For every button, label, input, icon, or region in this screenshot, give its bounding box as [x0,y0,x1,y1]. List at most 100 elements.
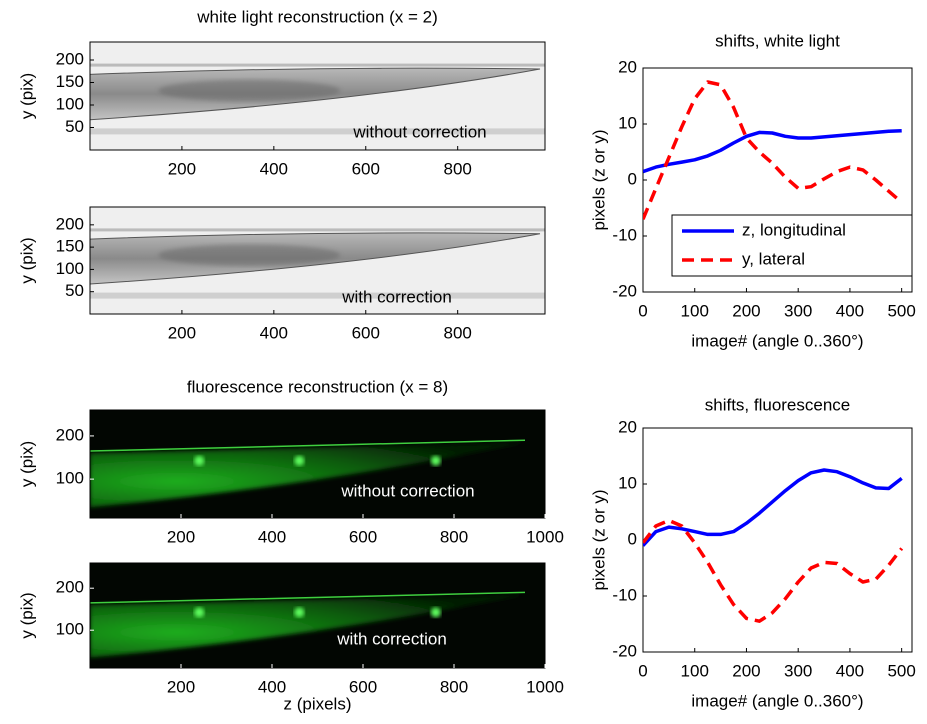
spot [294,455,305,466]
image [90,207,545,314]
y-tick-label: 10 [618,473,637,492]
line-series [643,128,902,174]
x-tick-label: 200 [168,159,196,178]
x-tick-label: 600 [349,677,377,696]
x-tick-label: 0 [638,661,647,680]
capillary-line [90,292,545,299]
image [90,42,545,150]
spot [294,607,305,618]
chart-title: shifts, white light [715,31,840,50]
y-tick-label: -20 [612,641,637,660]
y-tick-label: 200 [56,425,84,444]
x-tick-label: 600 [349,527,377,546]
worm-gut [158,79,341,102]
x-tick-label: 400 [258,677,286,696]
image [90,410,545,518]
axes-box [89,206,546,315]
axes-box [89,409,546,519]
worm-gut [158,244,341,266]
x-tick-label: 300 [784,301,812,320]
spot [430,607,441,618]
x-tick-label: 500 [887,661,915,680]
chart-title: shifts, fluorescence [705,395,851,414]
y-axis-label: y (pix) [17,73,36,119]
y-tick-label: 100 [56,259,84,278]
plot-area [643,468,904,623]
x-tick-label: 200 [732,301,760,320]
chart-title: fluorescence reconstruction (x = 8) [187,377,448,396]
capillary-line [90,591,526,604]
annotation: with correction [336,629,447,648]
line-series [643,80,903,220]
y-axis-label: y (pix) [17,237,36,283]
x-tick-label: 800 [443,159,471,178]
x-tick-label: 600 [352,323,380,342]
axes-box [89,562,546,669]
x-tick-label: 800 [440,677,468,696]
capillary-line [90,439,526,452]
x-tick-label: 300 [784,661,812,680]
legend-label: y, lateral [742,249,805,268]
y-tick-label: 150 [56,237,84,256]
y-tick-label: 0 [628,169,637,188]
x-tick-label: 0 [638,301,647,320]
x-tick-label: 1000 [526,527,564,546]
x-tick-label: 200 [167,677,195,696]
y-tick-label: 10 [618,113,637,132]
image [90,563,545,668]
annotation: without correction [352,122,486,141]
y-tick-label: -20 [612,281,637,300]
x-tick-label: 200 [168,323,196,342]
x-tick-label: 100 [681,301,709,320]
x-tick-label: 400 [836,661,864,680]
chart-title: white light reconstruction (x = 2) [196,7,437,26]
x-tick-label: 400 [258,527,286,546]
x-tick-label: 200 [167,527,195,546]
x-tick-label: 400 [260,323,288,342]
y-tick-label: 200 [56,578,84,597]
annotation: without correction [340,481,474,500]
y-axis-label: y (pix) [17,592,36,638]
x-tick-label: 600 [352,159,380,178]
capillary-line [90,228,545,232]
y-tick-label: 20 [618,417,637,436]
x-tick-label: 800 [440,527,468,546]
y-tick-label: 50 [65,117,84,136]
y-axis-label: y (pix) [17,441,36,487]
capillary-line [90,63,545,67]
plot-area [643,80,903,220]
x-tick-label: 800 [443,323,471,342]
axes-box [89,41,546,151]
x-tick-label: 100 [681,661,709,680]
y-axis-label: pixels (z or y) [589,129,608,230]
x-axis-label: image# (angle 0..360°) [691,331,863,350]
y-tick-label: 20 [618,57,637,76]
annotation: with correction [341,287,452,306]
line-series [643,518,904,623]
x-tick-label: 500 [887,301,915,320]
spot [430,455,441,466]
spot [194,607,205,618]
y-tick-label: 200 [56,49,84,68]
y-tick-label: 50 [65,281,84,300]
axes-box [642,427,913,653]
line-series [643,468,903,547]
legend-label: z, longitudinal [742,220,846,239]
x-tick-label: 400 [836,301,864,320]
y-axis-label: pixels (z or y) [589,489,608,590]
y-tick-label: -10 [612,585,637,604]
y-tick-label: 150 [56,72,84,91]
y-tick-label: 100 [56,620,84,639]
x-axis-label: z (pixels) [283,694,351,713]
x-tick-label: 1000 [526,677,564,696]
y-tick-label: 200 [56,214,84,233]
x-tick-label: 400 [260,159,288,178]
y-tick-label: 0 [628,529,637,548]
x-tick-label: 200 [732,661,760,680]
y-tick-label: 100 [56,94,84,113]
y-tick-label: 100 [56,469,84,488]
spot [194,455,205,466]
capillary-line [90,128,545,135]
